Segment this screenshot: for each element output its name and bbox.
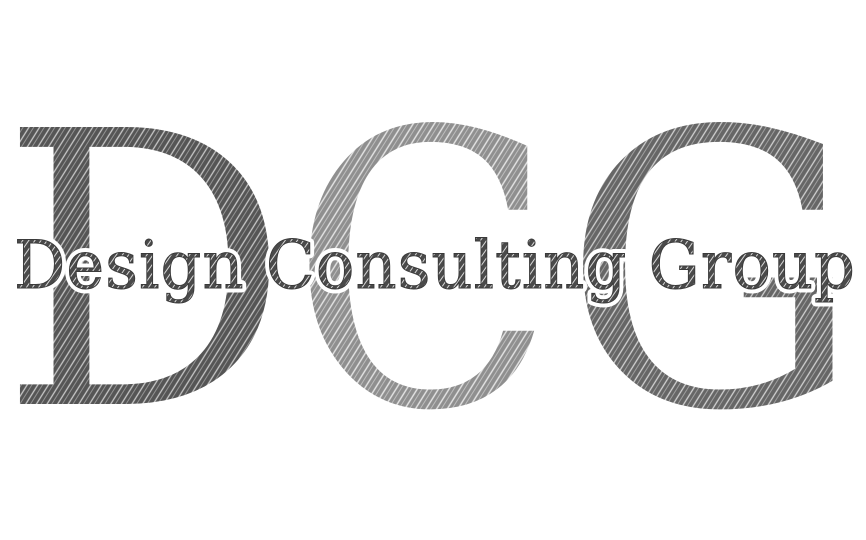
- monogram-letter-g: G: [562, 51, 862, 494]
- monogram-letter-c: C: [290, 51, 555, 494]
- tagline-halo: Design Consulting Group: [14, 227, 856, 304]
- tagline-text: Design Consulting Group: [14, 227, 856, 304]
- monogram-letter-d: D: [0, 51, 290, 494]
